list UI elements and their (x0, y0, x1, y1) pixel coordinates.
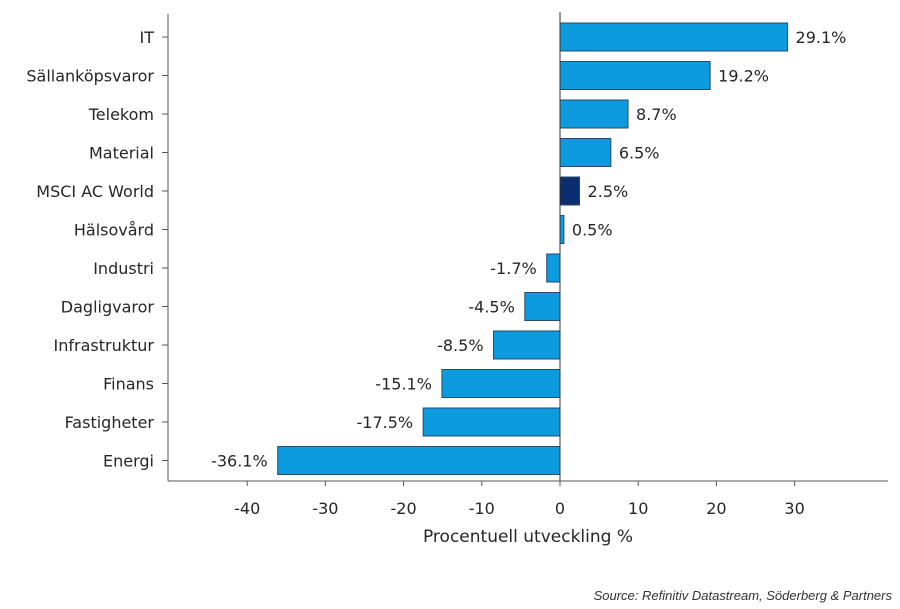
bar-material (559, 138, 612, 167)
bars-group (277, 22, 789, 475)
bar-hälsovård (559, 215, 565, 244)
value-label: 0.5% (572, 221, 613, 240)
bar-sällanköpsvaror (559, 61, 711, 90)
category-label: Dagligvaror (61, 298, 155, 317)
value-label: -17.5% (357, 413, 414, 432)
value-label: 19.2% (718, 67, 769, 86)
x-tick-label: 30 (784, 499, 804, 518)
x-tick-label: -30 (312, 499, 338, 518)
x-tick-label: 10 (628, 499, 648, 518)
x-tick-label: -10 (469, 499, 495, 518)
bar-it (559, 22, 789, 52)
x-tick-labels: -40 -30 -20 -10 0 10 20 30 (234, 499, 805, 518)
category-label: Telekom (88, 105, 154, 124)
category-label: Finans (103, 375, 154, 394)
value-label: -15.1% (375, 375, 432, 394)
value-label: 2.5% (588, 182, 629, 201)
bar-finans (441, 369, 561, 398)
bar-dagligvaror (524, 292, 561, 321)
bar-industri (546, 253, 561, 283)
category-label: Fastigheter (65, 413, 155, 432)
value-labels: 29.1% 19.2% 8.7% 6.5% 2.5% 0.5% -1.7% -4.5% -8.5… (211, 28, 846, 471)
value-label: -4.5% (468, 298, 514, 317)
x-tick-label: -40 (234, 499, 260, 518)
category-label: Infrastruktur (54, 336, 155, 355)
value-label: -8.5% (437, 336, 483, 355)
bar-infrastruktur (493, 330, 561, 360)
value-label: -36.1% (211, 452, 268, 471)
category-label: Energi (103, 452, 154, 471)
value-label: 29.1% (796, 28, 847, 47)
value-label: 6.5% (619, 144, 660, 163)
x-tick-label: 20 (706, 499, 726, 518)
axes (162, 12, 888, 486)
value-label: 8.7% (636, 105, 677, 124)
bar-fastigheter (422, 407, 561, 437)
category-label: Hälsovård (74, 221, 154, 240)
x-tick-label: 0 (555, 499, 565, 518)
x-tick-label: -20 (391, 499, 417, 518)
x-axis-title: Procentuell utveckling % (423, 527, 633, 547)
category-label: IT (140, 28, 155, 47)
category-label: Material (89, 144, 154, 163)
category-label: Sällanköpsvaror (26, 67, 154, 86)
source-note: Source: Refinitiv Datastream, Söderberg … (593, 588, 892, 603)
bar-energi (277, 446, 561, 475)
bar-telekom (559, 99, 629, 129)
category-labels: IT Sällanköpsvaror Telekom Material MSCI AC … (26, 28, 154, 471)
value-label: -1.7% (490, 259, 536, 278)
category-label: Industri (93, 259, 154, 278)
bar-msci-ac-world (559, 176, 581, 206)
category-label: MSCI AC World (36, 182, 154, 201)
